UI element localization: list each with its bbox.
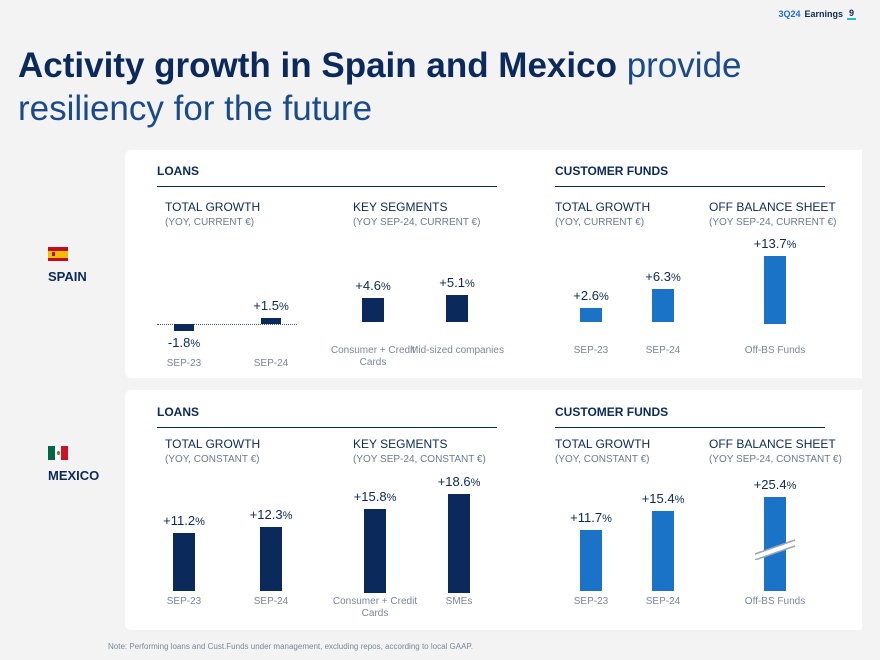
subtitle-text: TOTAL GROWTH (555, 437, 651, 451)
data-label: +6.3% (645, 268, 681, 284)
mexico-off-balance: OFF BALANCE SHEET (YOY SEP-24, CONSTANT … (709, 437, 842, 467)
data-label: +4.6% (355, 277, 391, 293)
data-label: +15.8% (353, 489, 397, 505)
subtitle-note: (YOY, CONSTANT €) (555, 454, 650, 465)
subtitle-note: (YOY SEP-24, CONSTANT €) (353, 454, 486, 465)
chart-bar (652, 510, 674, 591)
subtitle-note: (YOY, CONSTANT €) (165, 454, 260, 465)
x-tick-label: Off-BS Funds (744, 596, 806, 607)
subtitle-text: OFF BALANCE SHEET (709, 437, 836, 451)
x-tick-label: Consumer + Credit Cards (332, 596, 418, 619)
chart-bar (260, 527, 282, 591)
spain-flag-icon (48, 247, 68, 261)
country-label-spain: SPAIN (48, 269, 87, 284)
chart-bar (580, 530, 602, 591)
x-tick-label: SEP-23 (573, 596, 609, 607)
data-label: +12.3% (249, 507, 293, 523)
panel-mexico (125, 390, 862, 630)
subtitle-note: (YOY SEP-24, CURRENT €) (353, 217, 481, 228)
mexico-funds-header: CUSTOMER FUNDS (555, 405, 825, 428)
x-tick-label: Consumer + Credit Cards (330, 345, 416, 368)
subtitle-note: (YOY SEP-24, CONSTANT €) (709, 454, 842, 465)
spain-funds-header: CUSTOMER FUNDS (555, 164, 825, 187)
panel-spain (125, 150, 862, 378)
subtitle-text: TOTAL GROWTH (555, 200, 651, 214)
chart-bar (448, 494, 470, 593)
subtitle-text: KEY SEGMENTS (353, 437, 448, 451)
chart-bar (261, 318, 281, 324)
subtitle-note: (YOY, CURRENT €) (165, 217, 255, 228)
data-label: +18.6% (437, 474, 481, 490)
x-tick-label: SMEs (445, 596, 473, 607)
spain-key-segments: KEY SEGMENTS (YOY SEP-24, CURRENT €) (353, 200, 480, 230)
chart-bar (174, 324, 194, 332)
country-spain: SPAIN (48, 247, 87, 284)
x-tick-label: Off-BS Funds (744, 345, 806, 356)
chart-bar (764, 497, 786, 591)
slide-title-bold: Activity growth in Spain and Mexico (18, 46, 617, 85)
x-tick-label: SEP-23 (573, 345, 609, 356)
data-label: +2.6% (573, 288, 609, 304)
slide-title: Activity growth in Spain and Mexico prov… (18, 44, 838, 130)
spain-zero-line (157, 324, 297, 325)
x-tick-label: SEP-24 (645, 345, 681, 356)
data-label: +25.4% (753, 477, 797, 493)
report-period: 3Q24 (778, 9, 801, 19)
slide-title-light: provide resiliency for the future (18, 46, 742, 128)
x-tick-label: SEP-24 (645, 596, 681, 607)
spain-loans-total-growth: TOTAL GROWTH (YOY, CURRENT €) (165, 200, 260, 230)
mexico-key-segments: KEY SEGMENTS (YOY SEP-24, CONSTANT €) (353, 437, 486, 467)
data-label: +5.1% (439, 274, 475, 290)
data-label: -1.8% (167, 335, 201, 351)
x-tick-label: Mid-sized companies (410, 345, 504, 356)
data-label: +1.5% (253, 298, 289, 313)
subtitle-text: TOTAL GROWTH (165, 200, 261, 214)
mexico-loans-header: LOANS (157, 405, 497, 428)
x-tick-label: SEP-24 (253, 358, 289, 369)
chart-bar (446, 294, 468, 322)
x-tick-label: SEP-23 (166, 596, 202, 607)
axis-break-icon (754, 539, 796, 560)
chart-bar (652, 288, 674, 322)
subtitle-note: (YOY, CURRENT €) (555, 217, 645, 228)
subtitle-text: KEY SEGMENTS (353, 200, 448, 214)
data-label: +11.7% (570, 510, 612, 526)
spain-funds-total-growth: TOTAL GROWTH (YOY, CURRENT €) (555, 200, 650, 230)
country-label-mexico: MEXICO (48, 468, 100, 483)
spain-loans-header: LOANS (157, 164, 497, 187)
data-label: +15.4% (641, 490, 685, 506)
subtitle-text: OFF BALANCE SHEET (709, 200, 836, 214)
x-tick-label: SEP-24 (253, 596, 289, 607)
mexico-funds-total-growth: TOTAL GROWTH (YOY, CONSTANT €) (555, 437, 650, 467)
footnote: Note: Performing loans and Cust.Funds un… (108, 642, 473, 651)
chart-bar (580, 308, 602, 322)
page-header: 3Q24 Earnings 9 (778, 8, 856, 20)
chart-bar (362, 297, 384, 322)
mexico-loans-total-growth: TOTAL GROWTH (YOY, CONSTANT €) (165, 437, 260, 467)
spain-off-balance: OFF BALANCE SHEET (YOY SEP-24, CURRENT €… (709, 200, 836, 230)
data-label: +13.7% (753, 235, 797, 251)
chart-bar (173, 532, 195, 591)
x-tick-label: SEP-23 (166, 358, 202, 369)
subtitle-text: TOTAL GROWTH (165, 437, 261, 451)
country-mexico: MEXICO (48, 446, 99, 483)
page-number: 9 (846, 8, 856, 20)
report-title: Earnings (804, 9, 843, 19)
subtitle-note: (YOY SEP-24, CURRENT €) (709, 217, 837, 228)
chart-bar (764, 255, 786, 324)
chart-bar (364, 509, 386, 593)
data-label: +11.2% (163, 512, 205, 528)
mexico-flag-icon (48, 446, 68, 460)
